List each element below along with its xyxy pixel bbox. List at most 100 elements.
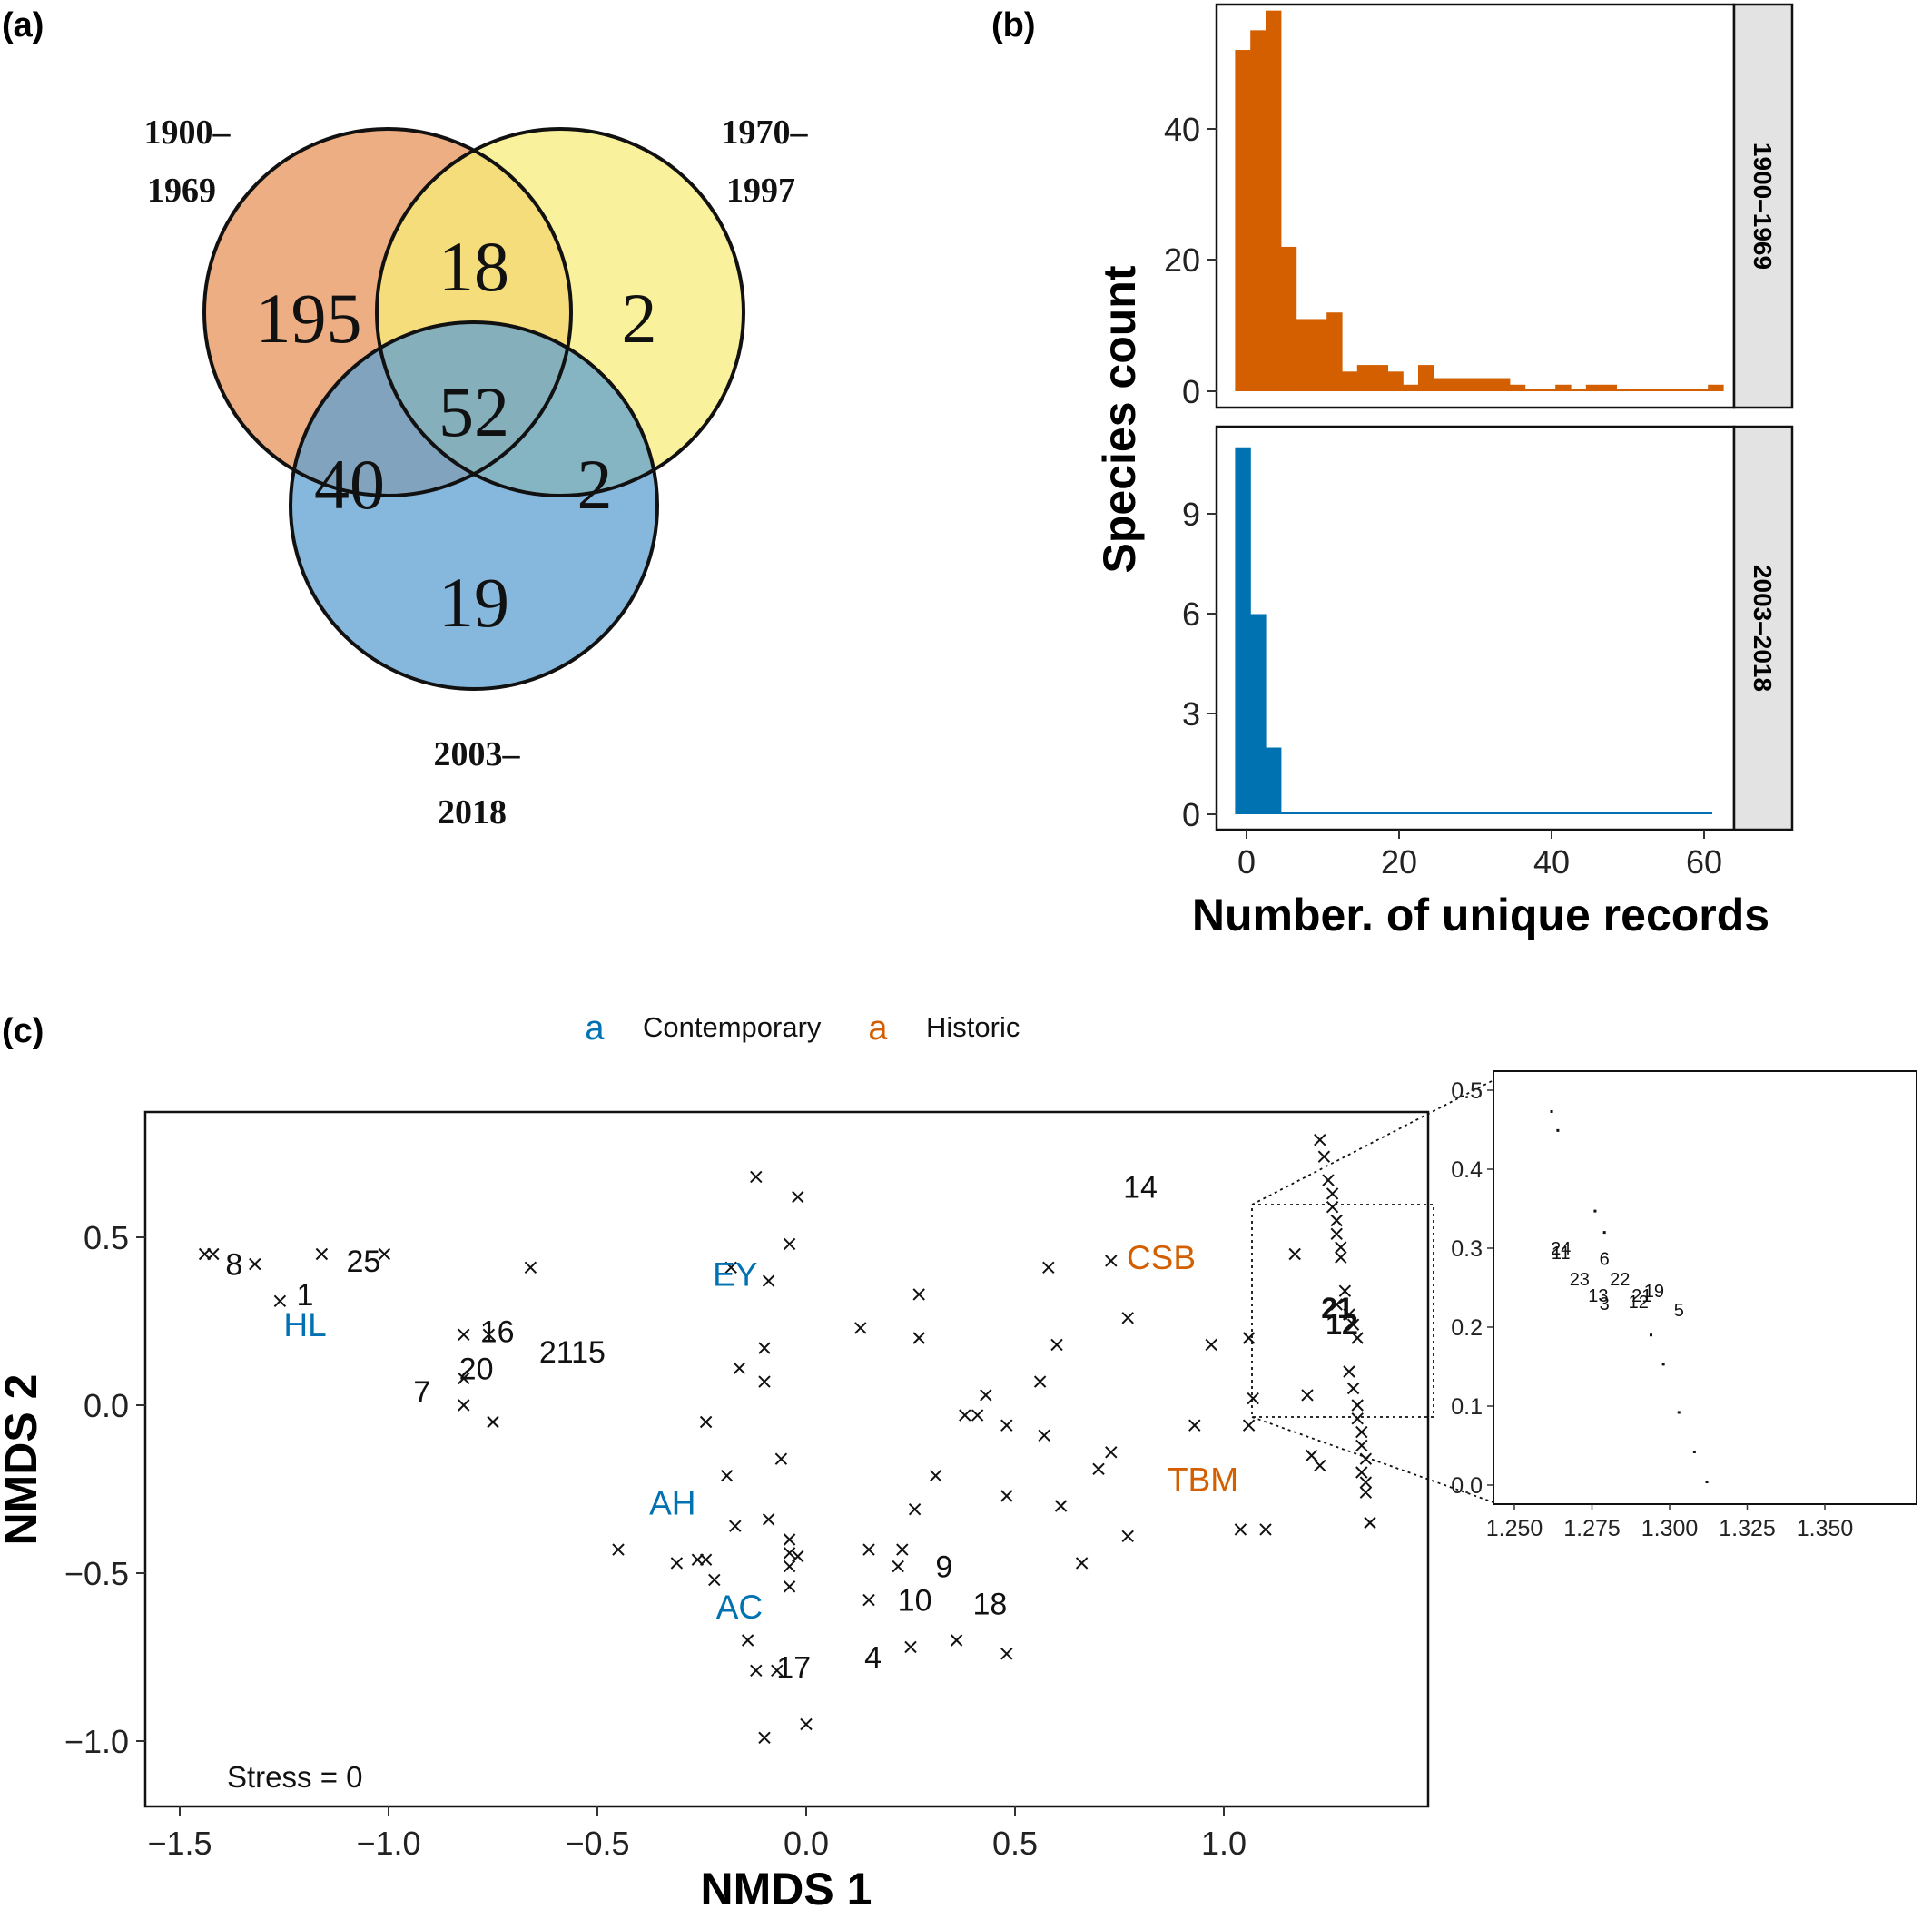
nmds-species-label: 17 <box>776 1651 811 1686</box>
nmds-site-label: EY <box>713 1256 757 1294</box>
venn-set-label-1970-1997-line2: 1997 <box>726 172 795 210</box>
nmds-point-marker <box>458 1399 470 1412</box>
nmds-point-marker <box>249 1257 261 1271</box>
nmds-legend: a Contemporary a Historic <box>585 1009 1020 1048</box>
y-tick-label: 0 <box>1182 796 1200 833</box>
nmds-point-marker <box>273 1294 287 1308</box>
inset-label: 11 <box>1552 1244 1571 1264</box>
x-tick-label: 1.275 <box>1563 1516 1621 1541</box>
nmds-point-marker <box>892 1560 904 1573</box>
venn-circles <box>202 127 745 691</box>
histogram-bar <box>1647 389 1663 391</box>
facet-strip-2003-2018 <box>1732 425 1794 831</box>
nmds-species-label: 7 <box>413 1375 430 1410</box>
nmds-point-marker <box>1305 1449 1318 1462</box>
y-tick-label: 20 <box>1164 241 1200 279</box>
venn-outline-1970-1997 <box>375 127 745 497</box>
nmds-point-marker <box>762 1274 775 1287</box>
nmds-point-marker <box>1105 1255 1118 1267</box>
histogram-bar <box>1540 389 1556 391</box>
inset-point <box>1661 1363 1665 1366</box>
nmds-point-marker <box>699 1415 713 1429</box>
nmds-point-marker <box>1105 1446 1118 1459</box>
histogram-bar <box>1571 389 1587 391</box>
nmds-species-label: 9 <box>935 1550 952 1585</box>
nmds-site-label: AH <box>649 1484 695 1521</box>
nmds-point-marker <box>980 1389 992 1402</box>
nmds-point-marker <box>207 1247 220 1261</box>
inset-label: 24 <box>1551 1239 1571 1259</box>
nmds-point-marker <box>971 1409 984 1422</box>
nmds-point-marker <box>1121 1530 1134 1543</box>
venn-count-1900-1969-only: 195 <box>256 279 362 358</box>
facet-panel-2003-2018 <box>1215 425 1736 831</box>
panel-c-label: (c) <box>2 1012 44 1050</box>
nmds-point-marker <box>800 1717 813 1731</box>
nmds-point-marker <box>1092 1462 1105 1476</box>
x-tick-label: 0 <box>1237 843 1256 881</box>
nmds-point-marker <box>708 1573 721 1587</box>
nmds-point-marker <box>750 1664 763 1678</box>
nmds-point-marker <box>1330 1214 1343 1227</box>
venn-outline-2003-2018 <box>289 320 659 691</box>
venn-count-all-three: 52 <box>439 372 509 451</box>
nmds-point-marker <box>720 1469 734 1482</box>
panel-b-label: (b) <box>991 6 1036 44</box>
nmds-point-marker <box>1359 1476 1373 1489</box>
zoom-connector-top <box>1251 1079 1494 1205</box>
nmds-point-marker <box>1314 1133 1326 1146</box>
nmds-x-ticks: −1.5 −1.0 −0.5 0.0 0.5 1.0 <box>147 1806 1247 1862</box>
histogram-bar <box>1448 378 1464 391</box>
histogram-y-ticks-1900-1969: 0 20 40 <box>1164 111 1217 410</box>
nmds-species-label: 10 <box>898 1584 932 1619</box>
facet-strip-label-1900-1969: 1900–1969 <box>1749 143 1777 270</box>
facet-strip-1900-1969 <box>1732 3 1794 409</box>
nmds-site-label: HL <box>283 1306 326 1343</box>
inset-label: 23 <box>1570 1270 1590 1290</box>
x-tick-label: −0.5 <box>565 1825 629 1862</box>
nmds-point-marker <box>1033 1375 1047 1388</box>
y-tick-label: 40 <box>1164 111 1200 148</box>
x-tick-label: −1.5 <box>147 1825 212 1862</box>
inset-point <box>1602 1231 1606 1235</box>
nmds-point-marker <box>1343 1308 1355 1321</box>
nmds-point-marker <box>912 1332 925 1344</box>
histogram-bar <box>1524 389 1541 391</box>
nmds-point-marker <box>758 1731 771 1745</box>
nmds-point-marker <box>783 1533 796 1546</box>
nmds-point-marker <box>458 1372 470 1385</box>
x-tick-label: 40 <box>1533 843 1570 881</box>
nmds-point-marker <box>792 1550 804 1563</box>
nmds-point-marker <box>1121 1312 1134 1324</box>
x-tick-label: −1.0 <box>356 1825 420 1862</box>
nmds-point-marker <box>1000 1490 1013 1502</box>
inset-label: 21 <box>1631 1286 1651 1306</box>
nmds-species-label: 2115 <box>539 1335 606 1370</box>
nmds-point-marker <box>783 1560 796 1573</box>
nmds-point-marker <box>1205 1338 1217 1352</box>
nmds-point-marker <box>1335 1251 1347 1264</box>
cluster-overlap-label: 12 <box>1326 1308 1358 1341</box>
legend-label-contemporary: Contemporary <box>643 1011 822 1043</box>
nmds-point-marker <box>1000 1419 1013 1432</box>
nmds-point-marker <box>1330 1227 1343 1241</box>
y-tick-label: 0.0 <box>84 1387 129 1424</box>
nmds-point-marker <box>950 1634 963 1647</box>
y-tick-label: 3 <box>1182 695 1200 733</box>
nmds-point-marker <box>1326 1200 1339 1214</box>
y-tick-label: 0.1 <box>1451 1394 1483 1420</box>
inset-point <box>1649 1333 1652 1337</box>
histogram-bar <box>1296 319 1312 391</box>
nmds-point-marker <box>1301 1389 1314 1402</box>
inset-label: 6 <box>1600 1249 1610 1269</box>
histogram-x-ticks: 0 20 40 60 <box>1237 830 1722 881</box>
nmds-species-label: 4 <box>864 1641 882 1676</box>
y-tick-label: 0.0 <box>1451 1473 1483 1499</box>
inset-label: 19 <box>1644 1282 1664 1302</box>
inset-label: 3 <box>1600 1294 1610 1314</box>
venn-counts: 195 18 2 52 40 2 19 <box>256 227 657 642</box>
histogram-bar <box>1342 371 1358 391</box>
histogram-bar <box>1677 389 1693 391</box>
histogram-bar <box>1250 30 1267 391</box>
